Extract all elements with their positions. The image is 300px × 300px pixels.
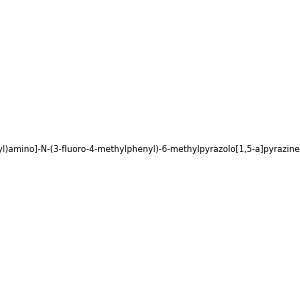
Text: 4-[benzyl(methyl)amino]-N-(3-fluoro-4-methylphenyl)-6-methylpyrazolo[1,5-a]pyraz: 4-[benzyl(methyl)amino]-N-(3-fluoro-4-me… <box>0 146 300 154</box>
